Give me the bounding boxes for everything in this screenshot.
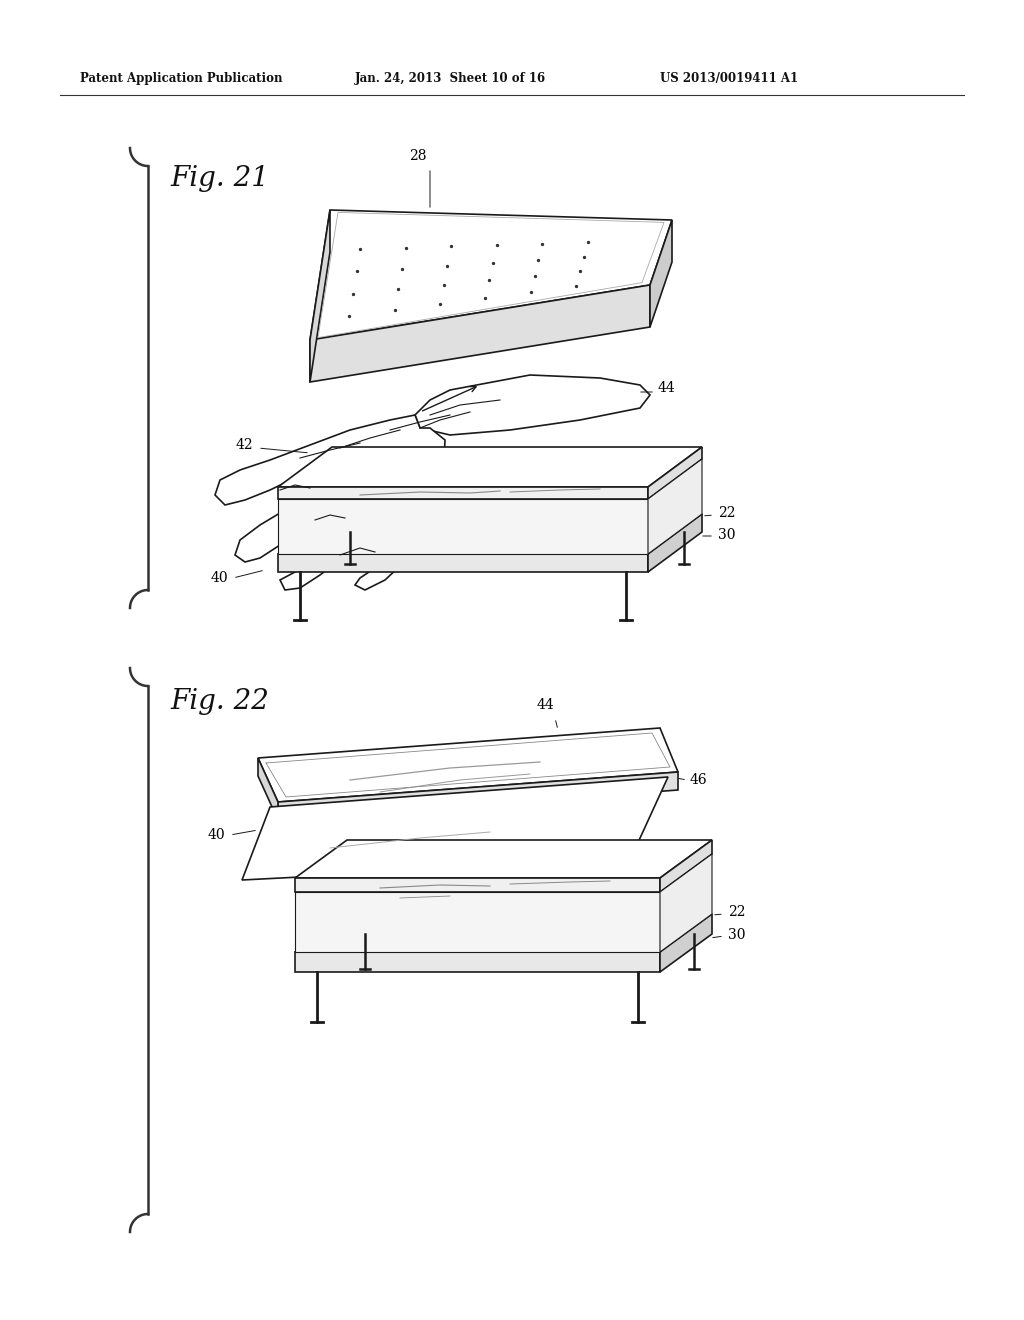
- Text: 46: 46: [690, 774, 708, 787]
- Polygon shape: [310, 285, 650, 381]
- Text: 22: 22: [728, 906, 745, 919]
- Text: 28: 28: [410, 149, 427, 162]
- Polygon shape: [242, 777, 668, 880]
- Text: Jan. 24, 2013  Sheet 10 of 16: Jan. 24, 2013 Sheet 10 of 16: [355, 73, 546, 84]
- Polygon shape: [295, 840, 712, 878]
- Polygon shape: [258, 758, 278, 820]
- Polygon shape: [295, 892, 660, 952]
- Polygon shape: [648, 447, 702, 499]
- Polygon shape: [295, 878, 660, 892]
- Text: Fig. 22: Fig. 22: [170, 688, 269, 715]
- Text: Patent Application Publication: Patent Application Publication: [80, 73, 283, 84]
- Text: 30: 30: [718, 528, 735, 543]
- Polygon shape: [310, 210, 330, 381]
- Text: 42: 42: [236, 438, 253, 451]
- Polygon shape: [215, 414, 445, 590]
- Text: 30: 30: [728, 928, 745, 942]
- Polygon shape: [278, 447, 702, 487]
- Polygon shape: [278, 513, 702, 554]
- Polygon shape: [295, 952, 660, 972]
- Text: 44: 44: [537, 698, 554, 711]
- Polygon shape: [278, 499, 648, 554]
- Text: 40: 40: [210, 572, 228, 585]
- Polygon shape: [278, 554, 648, 572]
- Text: Fig. 21: Fig. 21: [170, 165, 269, 191]
- Text: US 2013/0019411 A1: US 2013/0019411 A1: [660, 73, 798, 84]
- Polygon shape: [278, 487, 648, 499]
- Text: 44: 44: [658, 381, 676, 395]
- Polygon shape: [648, 513, 702, 572]
- Polygon shape: [295, 913, 712, 952]
- Polygon shape: [258, 729, 678, 803]
- Polygon shape: [660, 913, 712, 972]
- Polygon shape: [660, 840, 712, 892]
- Polygon shape: [650, 220, 672, 327]
- Polygon shape: [660, 854, 712, 952]
- Polygon shape: [648, 459, 702, 554]
- Text: 22: 22: [718, 506, 735, 520]
- Polygon shape: [415, 375, 650, 436]
- Polygon shape: [310, 210, 672, 341]
- Text: 40: 40: [208, 828, 225, 842]
- Polygon shape: [278, 772, 678, 820]
